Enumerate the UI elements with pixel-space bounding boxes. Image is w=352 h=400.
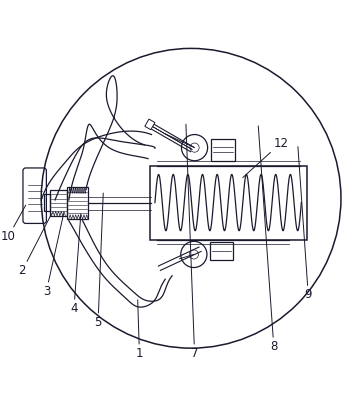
Text: 5: 5 [94,193,103,329]
Text: 2: 2 [19,214,51,277]
Text: 8: 8 [258,126,277,353]
Bar [50,190,67,216]
Bar [150,166,307,240]
Bar [67,187,88,219]
Text: 3: 3 [43,214,64,298]
Text: 1: 1 [136,300,143,360]
Text: 4: 4 [70,214,81,315]
Bar [145,119,155,130]
Bar [211,139,235,162]
Text: 10: 10 [1,205,26,243]
Text: 7: 7 [186,124,198,360]
Bar [210,242,233,260]
Text: 9: 9 [298,146,312,301]
Bar [44,194,50,211]
Text: 12: 12 [243,137,288,178]
